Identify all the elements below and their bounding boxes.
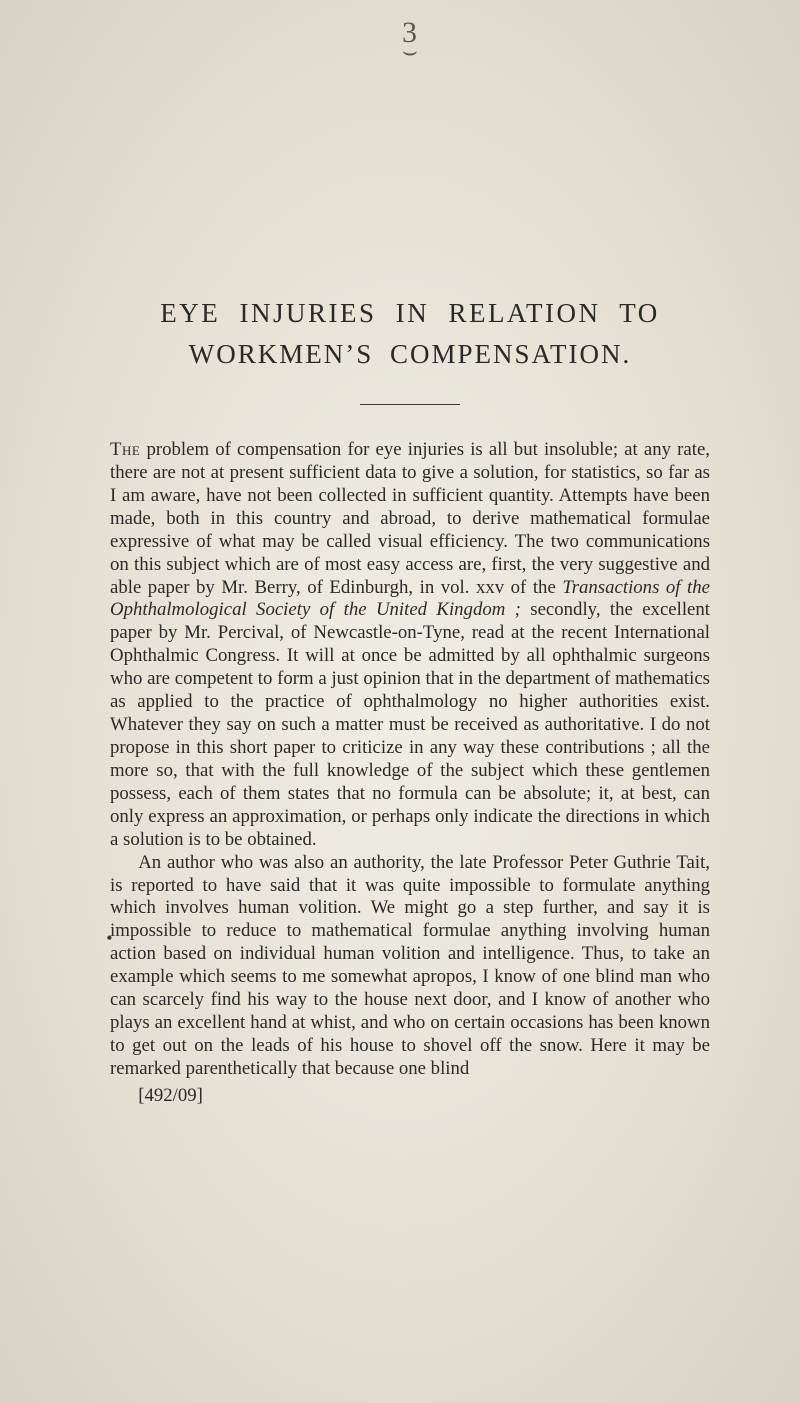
paragraph-1: The problem of compensation for eye inju…: [110, 439, 710, 852]
top-page-number: 3 ⌣: [110, 18, 710, 58]
scanned-page: 3 ⌣ EYE INJURIES IN RELATION TO WORKMEN’…: [0, 0, 800, 1403]
title-divider: [360, 404, 460, 405]
title-line-2: WORKMEN’S COMPENSATION.: [110, 339, 710, 370]
folio-signature: [492/09]: [110, 1085, 710, 1108]
body-text: The problem of compensation for eye inju…: [110, 439, 710, 1108]
p2-body: An author who was also an authority, the…: [110, 852, 710, 1079]
paragraph-2: •An author who was also an authority, th…: [110, 852, 710, 1081]
p1-body-b: secondly, the excellent paper by Mr. Per…: [110, 599, 710, 849]
page-number-underline: ⌣: [110, 46, 710, 58]
margin-bullet: •: [78, 928, 113, 950]
title-block: EYE INJURIES IN RELATION TO WORKMEN’S CO…: [110, 298, 710, 370]
opening-smallcaps: The: [110, 439, 140, 460]
title-line-1: EYE INJURIES IN RELATION TO: [110, 298, 710, 329]
p1-body-a: problem of compensation for eye injuries…: [110, 439, 710, 598]
